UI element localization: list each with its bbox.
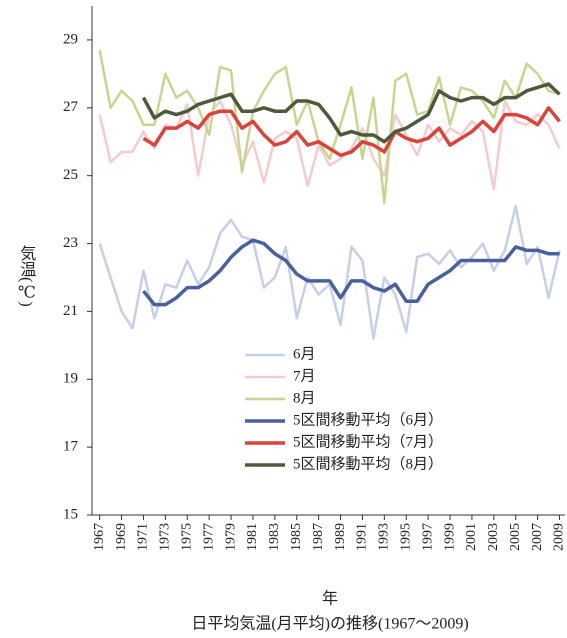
legend-label: 5区間移動平均（8月） [293, 455, 443, 472]
legend-label: 7月 [293, 368, 316, 384]
x-tick-label: 1997 [420, 523, 435, 551]
x-tick-label: 1977 [201, 523, 216, 551]
x-tick-label: 1979 [223, 523, 238, 551]
x-tick-label: 1981 [245, 523, 260, 551]
legend-label: 5区間移動平均（7月） [293, 433, 443, 450]
x-tick-label: 1967 [92, 523, 107, 551]
x-tick-label: 1989 [333, 523, 348, 551]
y-tick-label: 29 [63, 31, 78, 47]
x-tick-label: 1975 [179, 523, 194, 551]
series-line [142, 106, 561, 158]
series-line [142, 238, 560, 307]
legend-label: 6月 [293, 346, 316, 362]
x-tick-label: 1983 [267, 523, 282, 551]
y-tick-label: 19 [63, 371, 78, 387]
series-line [98, 204, 561, 340]
series-line [98, 49, 560, 205]
x-tick-label: 1995 [398, 523, 413, 551]
legend-label: 5区間移動平均（6月） [293, 411, 443, 428]
y-axis-label: 気温(℃) [17, 245, 36, 307]
chart-title: 日平均気温(月平均)の推移(1967～2009) [191, 615, 468, 633]
x-tick-label: 1985 [289, 523, 304, 551]
x-axis-label: 年 [322, 590, 338, 608]
x-tick-label: 1987 [311, 523, 326, 551]
y-tick-label: 23 [63, 235, 78, 251]
legend-label: 8月 [293, 390, 316, 406]
x-tick-label: 1999 [442, 523, 457, 551]
y-tick-label: 17 [63, 439, 79, 455]
x-tick-label: 1969 [114, 523, 129, 551]
y-tick-label: 25 [63, 167, 78, 183]
x-tick-label: 2001 [464, 523, 479, 551]
series-line [141, 82, 561, 144]
y-tick-label: 15 [63, 506, 78, 522]
x-tick-label: 2005 [508, 523, 523, 551]
x-tick-label: 2009 [552, 523, 567, 551]
x-tick-label: 1991 [355, 523, 370, 551]
x-tick-label: 1993 [377, 523, 392, 551]
x-tick-label: 1973 [158, 523, 173, 551]
x-tick-label: 1971 [136, 523, 151, 551]
y-tick-label: 27 [63, 99, 79, 115]
y-tick-label: 21 [63, 303, 78, 319]
x-tick-label: 2003 [486, 523, 501, 551]
x-tick-label: 2007 [530, 523, 545, 551]
